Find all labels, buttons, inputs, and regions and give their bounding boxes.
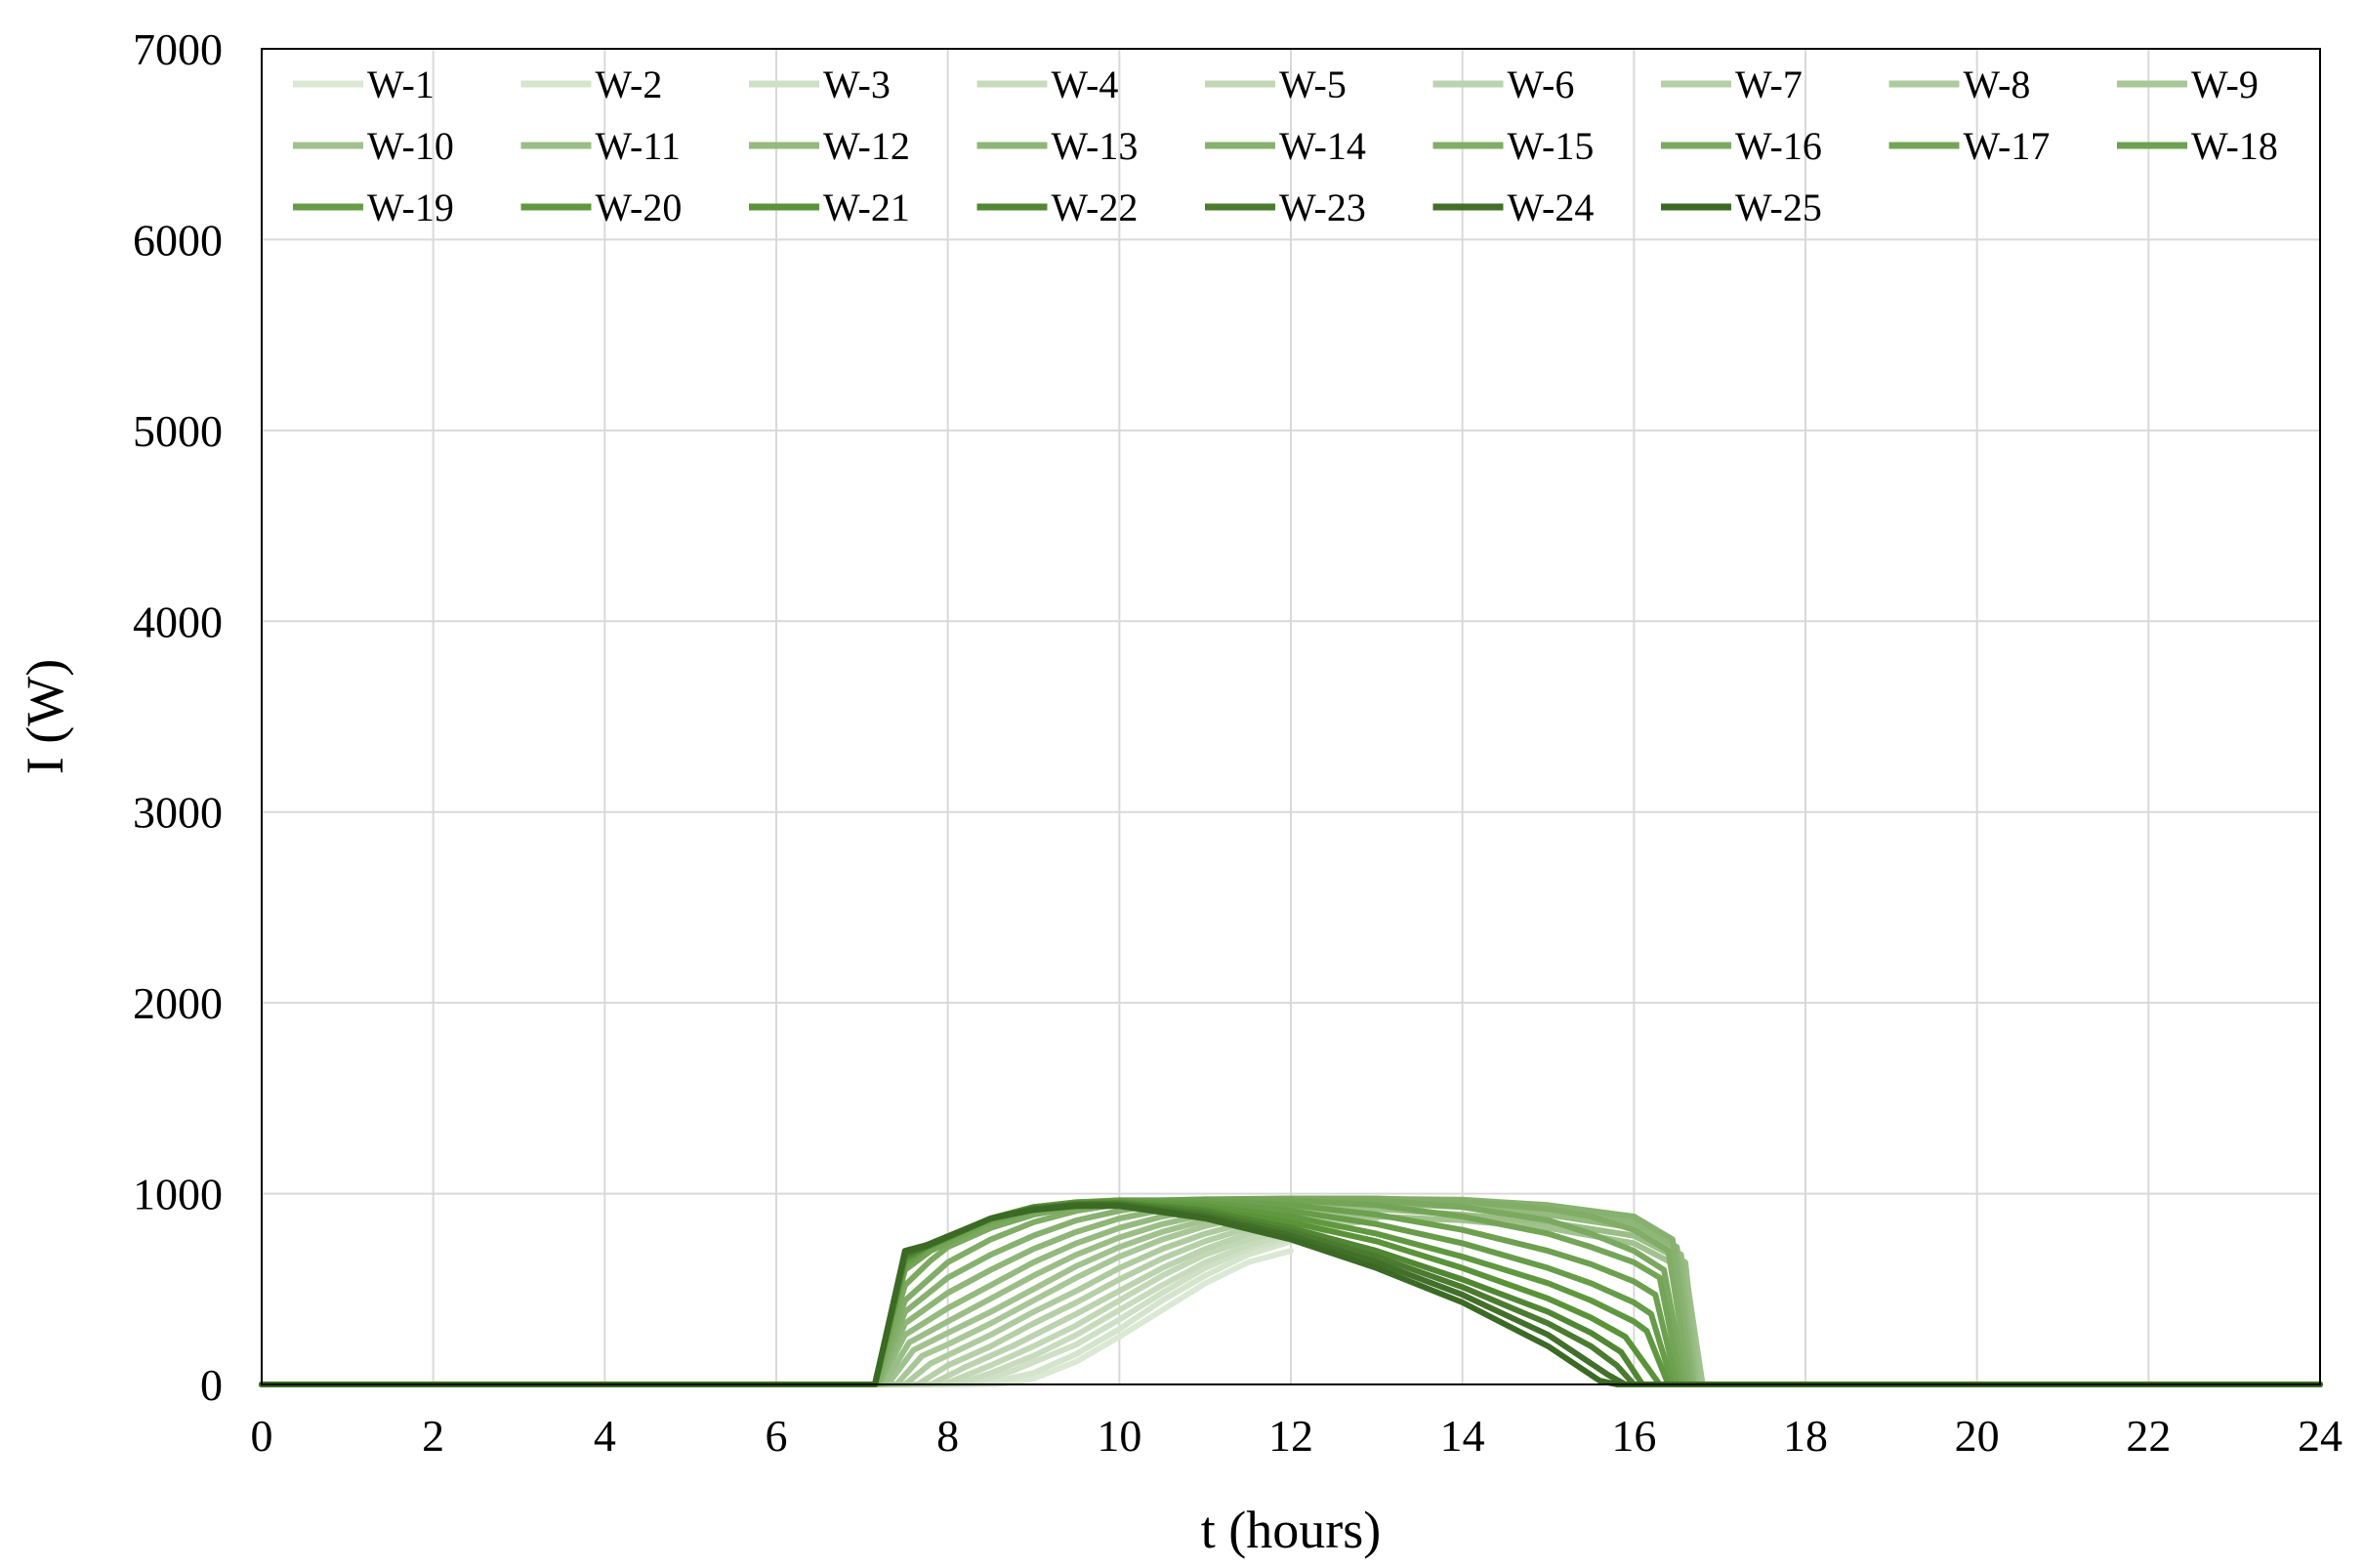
series-line-w-3 bbox=[259, 1230, 1320, 1387]
legend-item: W-3 bbox=[749, 62, 891, 106]
legend: W-1 W-2 W-3 W-4 W-5 W-6 W-7 W-8 W-9 W-10 W-11 W-12 W… bbox=[293, 62, 2278, 229]
y-tick-label: 6000 bbox=[133, 215, 223, 265]
legend-item: W-20 bbox=[520, 186, 683, 229]
series-line-w-4 bbox=[259, 1226, 1337, 1387]
y-axis-title: I (W) bbox=[16, 659, 74, 774]
legend-item: W-23 bbox=[1205, 186, 1366, 229]
legend-label: W-1 bbox=[367, 62, 435, 106]
x-tick-label: 24 bbox=[2298, 1411, 2343, 1461]
legend-label: W-7 bbox=[1735, 62, 1803, 106]
y-tick-label: 0 bbox=[200, 1360, 223, 1410]
legend-label: W-15 bbox=[1508, 124, 1595, 168]
legend-label: W-3 bbox=[823, 62, 891, 106]
series-line-w-2 bbox=[259, 1238, 1294, 1387]
legend-label: W-4 bbox=[1052, 62, 1119, 106]
series-line-w-25 bbox=[259, 1203, 2323, 1387]
legend-item: W-13 bbox=[976, 124, 1139, 168]
legend-label: W-6 bbox=[1508, 62, 1575, 106]
legend-item: W-19 bbox=[293, 186, 454, 229]
legend-item: W-9 bbox=[2117, 62, 2259, 106]
legend-label: W-23 bbox=[1279, 186, 1366, 229]
y-tick-label: 4000 bbox=[133, 597, 223, 646]
legend-label: W-8 bbox=[1964, 62, 2031, 106]
legend-label: W-5 bbox=[1279, 62, 1347, 106]
legend-label: W-12 bbox=[823, 124, 910, 168]
legend-item: W-14 bbox=[1205, 124, 1366, 168]
legend-item: W-24 bbox=[1432, 186, 1595, 229]
legend-item: W-15 bbox=[1432, 124, 1595, 168]
x-tick-label: 18 bbox=[1783, 1411, 1828, 1461]
series-line-w-1 bbox=[259, 1248, 1294, 1387]
legend-label: W-14 bbox=[1279, 124, 1366, 168]
legend-item: W-10 bbox=[293, 124, 454, 168]
x-tick-label: 4 bbox=[594, 1411, 616, 1461]
y-tick-label: 5000 bbox=[133, 406, 223, 456]
y-tick-label: 7000 bbox=[133, 24, 223, 74]
y-tick-label: 1000 bbox=[133, 1170, 223, 1219]
legend-label: W-13 bbox=[1052, 124, 1139, 168]
legend-item: W-11 bbox=[520, 124, 681, 168]
legend-label: W-22 bbox=[1052, 186, 1139, 229]
x-tick-label: 14 bbox=[1440, 1411, 1485, 1461]
legend-item: W-21 bbox=[749, 186, 910, 229]
legend-label: W-10 bbox=[367, 124, 454, 168]
legend-label: W-25 bbox=[1735, 186, 1822, 229]
x-tick-label: 10 bbox=[1097, 1411, 1141, 1461]
legend-item: W-25 bbox=[1661, 186, 1822, 229]
legend-item: W-4 bbox=[976, 62, 1119, 106]
legend-label: W-9 bbox=[2191, 62, 2259, 106]
legend-item: W-5 bbox=[1205, 62, 1347, 106]
legend-label: W-18 bbox=[2191, 124, 2278, 168]
legend-label: W-16 bbox=[1735, 124, 1822, 168]
legend-item: W-6 bbox=[1432, 62, 1575, 106]
legend-item: W-18 bbox=[2117, 124, 2278, 168]
x-tick-label: 20 bbox=[1955, 1411, 2000, 1461]
legend-label: W-17 bbox=[1964, 124, 2051, 168]
y-tick-labels: 0 1000 2000 3000 4000 5000 6000 7000 bbox=[133, 24, 223, 1410]
x-tick-label: 0 bbox=[251, 1411, 273, 1461]
series-lines bbox=[259, 1195, 2323, 1387]
legend-label: W-24 bbox=[1508, 186, 1595, 229]
legend-label: W-20 bbox=[596, 186, 683, 229]
series-line-w-5 bbox=[259, 1222, 1354, 1387]
x-tick-labels: 0 2 4 6 8 10 12 14 16 18 20 22 24 bbox=[251, 1411, 2343, 1461]
x-tick-label: 8 bbox=[936, 1411, 959, 1461]
y-tick-label: 3000 bbox=[133, 788, 223, 838]
legend-label: W-21 bbox=[823, 186, 910, 229]
x-axis-title: t (hours) bbox=[1201, 1501, 1381, 1559]
legend-item: W-1 bbox=[293, 62, 435, 106]
x-tick-label: 2 bbox=[422, 1411, 444, 1461]
plot-area-border bbox=[261, 48, 2321, 1385]
x-tick-label: 16 bbox=[1611, 1411, 1656, 1461]
legend-item: W-12 bbox=[749, 124, 910, 168]
x-tick-label: 22 bbox=[2126, 1411, 2171, 1461]
y-tick-label: 2000 bbox=[133, 978, 223, 1028]
legend-label: W-19 bbox=[367, 186, 454, 229]
x-tick-label: 12 bbox=[1268, 1411, 1313, 1461]
legend-label: W-11 bbox=[596, 124, 681, 168]
x-tick-label: 6 bbox=[766, 1411, 788, 1461]
legend-item: W-16 bbox=[1661, 124, 1822, 168]
legend-item: W-7 bbox=[1661, 62, 1803, 106]
legend-label: W-2 bbox=[596, 62, 663, 106]
legend-item: W-2 bbox=[520, 62, 663, 106]
legend-item: W-8 bbox=[1888, 62, 2031, 106]
legend-item: W-22 bbox=[976, 186, 1139, 229]
legend-item: W-17 bbox=[1888, 124, 2051, 168]
